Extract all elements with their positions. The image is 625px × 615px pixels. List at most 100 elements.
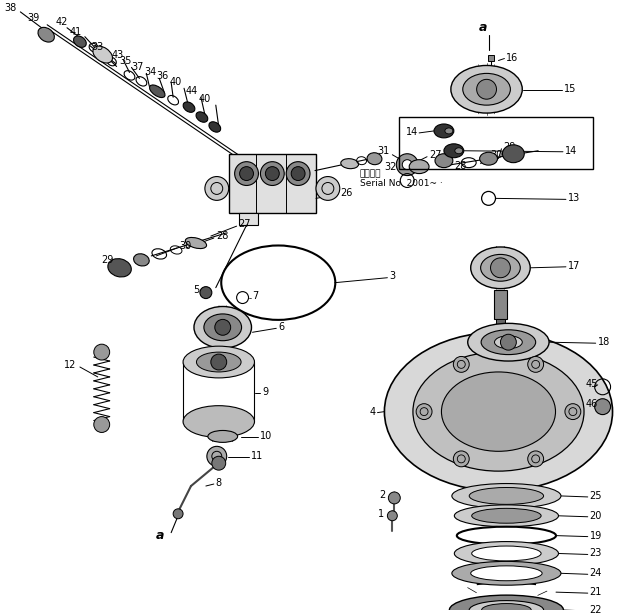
Circle shape: [211, 354, 227, 370]
Text: 38: 38: [4, 3, 17, 13]
Ellipse shape: [435, 154, 453, 168]
Text: 30: 30: [491, 149, 502, 160]
Text: 15: 15: [564, 84, 576, 94]
Ellipse shape: [454, 542, 559, 565]
Ellipse shape: [186, 237, 207, 248]
Circle shape: [565, 403, 581, 419]
Ellipse shape: [74, 36, 86, 47]
Ellipse shape: [494, 336, 522, 349]
Text: 35: 35: [119, 57, 132, 66]
Bar: [488, 55, 494, 60]
Bar: [496, 319, 506, 335]
Ellipse shape: [462, 73, 511, 105]
Text: 27: 27: [429, 149, 441, 160]
Ellipse shape: [341, 159, 359, 169]
Text: 42: 42: [55, 17, 68, 27]
Ellipse shape: [149, 85, 165, 98]
Ellipse shape: [183, 346, 254, 378]
Circle shape: [234, 162, 259, 186]
Circle shape: [402, 160, 412, 170]
Text: 36: 36: [156, 71, 169, 81]
Ellipse shape: [204, 314, 242, 341]
Ellipse shape: [479, 153, 498, 165]
Text: 6: 6: [278, 322, 284, 332]
Text: 43: 43: [112, 50, 124, 60]
Text: 3: 3: [389, 271, 396, 280]
Bar: [229, 154, 316, 213]
Ellipse shape: [503, 145, 524, 162]
Text: 30: 30: [179, 241, 191, 251]
Circle shape: [94, 344, 109, 360]
Ellipse shape: [481, 330, 536, 355]
Ellipse shape: [409, 160, 429, 173]
Text: 28: 28: [454, 161, 466, 170]
Text: 適用番號: 適用番號: [359, 169, 381, 178]
Ellipse shape: [472, 546, 541, 561]
Ellipse shape: [471, 566, 542, 581]
Text: 23: 23: [590, 549, 602, 558]
Circle shape: [388, 492, 400, 504]
Circle shape: [453, 357, 469, 372]
Text: 33: 33: [92, 42, 104, 52]
Text: 37: 37: [131, 63, 144, 73]
Circle shape: [291, 167, 305, 181]
Circle shape: [491, 258, 511, 278]
Ellipse shape: [444, 144, 464, 157]
Circle shape: [316, 177, 340, 200]
Text: 24: 24: [590, 568, 602, 578]
Text: 46: 46: [586, 399, 598, 409]
Ellipse shape: [482, 603, 531, 615]
Ellipse shape: [471, 247, 530, 288]
Text: 34: 34: [144, 68, 157, 77]
Ellipse shape: [384, 332, 612, 491]
Ellipse shape: [196, 352, 241, 372]
Text: 40: 40: [199, 94, 211, 104]
Circle shape: [594, 399, 611, 415]
Ellipse shape: [472, 509, 541, 523]
Ellipse shape: [183, 406, 254, 437]
Text: a: a: [479, 22, 487, 34]
Circle shape: [239, 167, 254, 181]
Text: 28: 28: [216, 231, 228, 241]
Ellipse shape: [454, 505, 559, 526]
Ellipse shape: [452, 483, 561, 509]
Circle shape: [477, 79, 496, 99]
Ellipse shape: [38, 27, 54, 42]
Text: 5: 5: [193, 285, 199, 295]
Circle shape: [388, 511, 398, 521]
Bar: [494, 290, 508, 319]
Text: 40: 40: [169, 77, 181, 87]
Ellipse shape: [93, 46, 112, 63]
Text: 2: 2: [379, 490, 386, 500]
Ellipse shape: [445, 128, 453, 134]
Text: 44: 44: [186, 86, 198, 97]
Text: 19: 19: [590, 531, 602, 541]
Text: 13: 13: [568, 193, 580, 204]
Circle shape: [396, 154, 418, 175]
Text: 41: 41: [70, 26, 82, 37]
Ellipse shape: [413, 352, 584, 471]
Text: 39: 39: [28, 13, 39, 23]
Ellipse shape: [183, 102, 195, 113]
Text: 11: 11: [251, 451, 262, 461]
Ellipse shape: [194, 306, 251, 348]
Ellipse shape: [134, 254, 149, 266]
Text: 27: 27: [239, 219, 251, 229]
Text: 10: 10: [261, 432, 272, 442]
Circle shape: [207, 446, 227, 466]
Bar: [239, 213, 259, 225]
Text: 21: 21: [590, 587, 602, 597]
Circle shape: [94, 416, 109, 432]
Ellipse shape: [452, 561, 561, 585]
Text: 20: 20: [590, 511, 602, 521]
Circle shape: [200, 287, 212, 298]
Ellipse shape: [469, 601, 544, 615]
Ellipse shape: [208, 430, 238, 442]
Circle shape: [453, 451, 469, 467]
Text: 32: 32: [384, 162, 397, 172]
Circle shape: [173, 509, 183, 518]
Bar: [399, 117, 592, 169]
Ellipse shape: [108, 259, 131, 277]
Text: 17: 17: [568, 261, 580, 271]
Text: 16: 16: [506, 52, 519, 63]
